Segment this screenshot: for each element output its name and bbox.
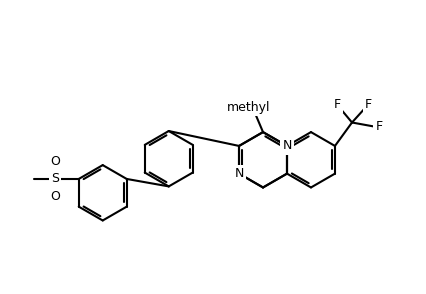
- Text: N: N: [282, 139, 292, 152]
- Text: O: O: [50, 155, 60, 168]
- Text: O: O: [50, 190, 60, 203]
- Text: S: S: [51, 173, 59, 186]
- Text: F: F: [334, 98, 341, 111]
- Text: F: F: [365, 98, 372, 111]
- Text: F: F: [375, 120, 383, 133]
- Text: N: N: [234, 167, 244, 180]
- Text: methyl: methyl: [227, 101, 270, 114]
